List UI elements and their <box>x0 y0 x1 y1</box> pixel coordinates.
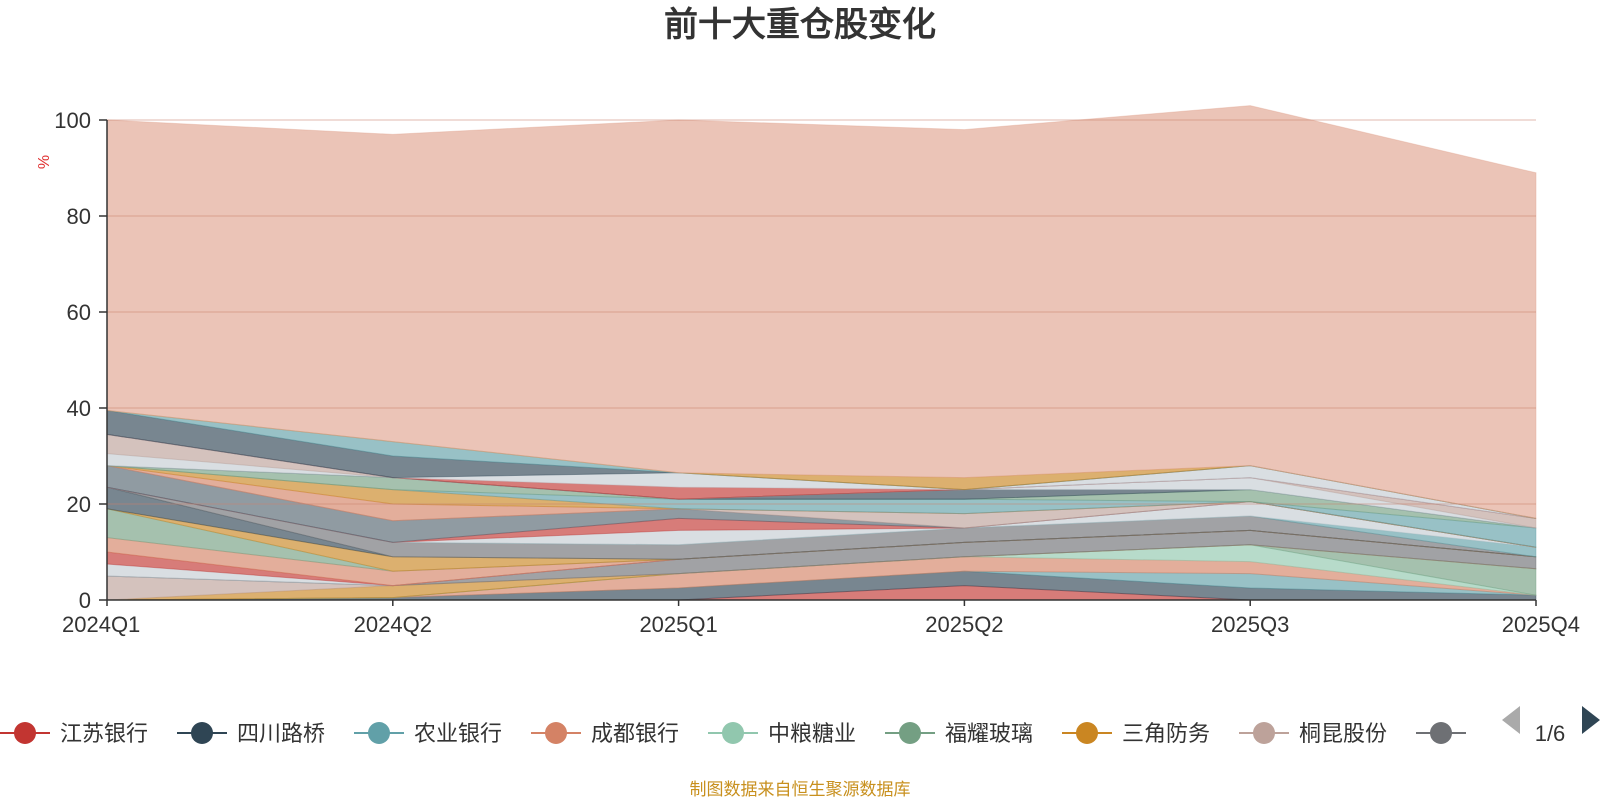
legend-marker-icon <box>899 722 921 744</box>
area-series <box>106 486 1537 558</box>
legend-next-page-button[interactable] <box>1582 706 1600 734</box>
legend-label: 桐昆股份 <box>1299 721 1387 746</box>
legend-label: 四川路桥 <box>237 721 325 746</box>
legend-prev-page-button[interactable] <box>1502 706 1520 734</box>
x-tick-label: 2025Q4 <box>1502 612 1580 637</box>
legend-marker-icon <box>1076 722 1098 744</box>
x-tick-label: 2025Q1 <box>639 612 717 637</box>
legend-page-indicator: 1/6 <box>1535 721 1566 746</box>
y-axis-unit-label: % <box>36 155 53 169</box>
x-tick-label: 2024Q1 <box>62 612 140 637</box>
legend-item[interactable]: 成都银行 <box>531 721 679 746</box>
x-tick-label: 2025Q2 <box>925 612 1003 637</box>
legend-marker-icon <box>1253 722 1275 744</box>
legend-marker-icon <box>722 722 744 744</box>
y-tick-label: 60 <box>67 300 91 325</box>
legend-pager: 1/6 <box>1502 706 1600 746</box>
chart-title: 前十大重仓股变化 <box>664 6 936 44</box>
legend-marker-icon <box>14 722 36 744</box>
legend: 江苏银行 四川路桥 农业银行 成都银行 中粮糖业 福耀玻璃 三角防务 桐昆股份 <box>0 721 1466 746</box>
legend-item[interactable] <box>1416 722 1466 744</box>
legend-marker-icon <box>368 722 390 744</box>
legend-label: 中粮糖业 <box>768 721 856 746</box>
y-tick-label: 100 <box>54 108 91 133</box>
legend-marker-icon <box>191 722 213 744</box>
stacked-area-layers <box>106 105 1537 601</box>
y-tick-label: 40 <box>67 396 91 421</box>
x-tick-label: 2024Q2 <box>354 612 432 637</box>
area-series <box>106 464 1537 548</box>
legend-item[interactable]: 福耀玻璃 <box>885 721 1033 746</box>
y-tick-label: 20 <box>67 492 91 517</box>
legend-marker-icon <box>545 722 567 744</box>
axes: 0 20 40 60 80 100 2024Q1 2024Q2 2025Q1 2025Q2 2025… <box>54 108 1580 637</box>
y-tick-label: 0 <box>79 588 91 613</box>
y-tick-label: 80 <box>67 204 91 229</box>
grid-lines <box>107 119 1536 505</box>
legend-item[interactable]: 三角防务 <box>1062 721 1210 746</box>
legend-item[interactable]: 桐昆股份 <box>1239 721 1387 746</box>
legend-marker-icon <box>1430 722 1452 744</box>
legend-item[interactable]: 中粮糖业 <box>708 721 856 746</box>
legend-label: 成都银行 <box>591 721 679 746</box>
legend-label: 农业银行 <box>414 721 502 746</box>
legend-item[interactable]: 江苏银行 <box>0 721 148 746</box>
x-tick-label: 2025Q3 <box>1211 612 1289 637</box>
legend-item[interactable]: 四川路桥 <box>177 721 325 746</box>
legend-label: 江苏银行 <box>60 721 148 746</box>
legend-label: 福耀玻璃 <box>945 721 1033 746</box>
legend-item[interactable]: 农业银行 <box>354 721 502 746</box>
legend-label: 三角防务 <box>1122 721 1210 746</box>
data-source-note: 制图数据来自恒生聚源数据库 <box>690 780 911 799</box>
